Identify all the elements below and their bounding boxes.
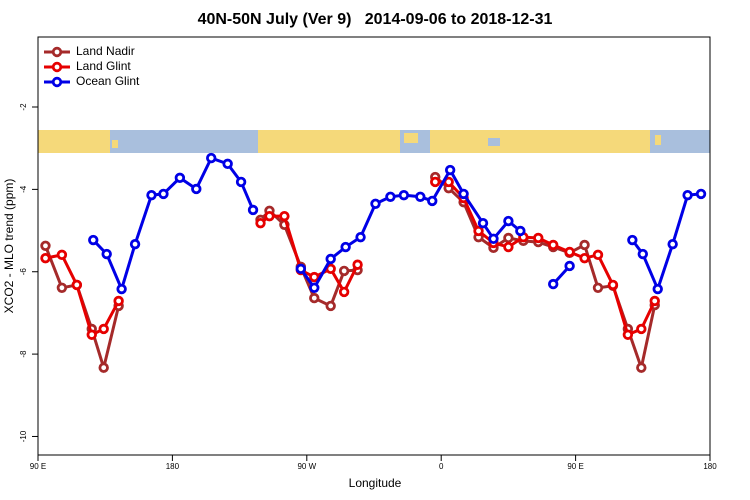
point <box>309 282 320 293</box>
x-tick-label: 0 <box>439 462 444 471</box>
point <box>503 232 514 244</box>
point <box>370 198 381 209</box>
point <box>637 248 648 260</box>
plot-frame <box>37 36 711 456</box>
point <box>101 248 112 260</box>
point <box>695 188 707 200</box>
point <box>340 241 351 253</box>
legend-marker <box>51 61 63 73</box>
point <box>338 265 350 277</box>
chart-title: 40N-50N July (Ver 9) 2014-09-06 to 2018-… <box>198 11 553 28</box>
point <box>98 323 109 335</box>
x-tick-label: 90 W <box>297 462 316 471</box>
point <box>458 188 469 200</box>
point <box>40 240 51 251</box>
point <box>355 231 366 243</box>
point <box>222 158 233 170</box>
point <box>309 271 320 283</box>
point <box>592 282 604 293</box>
point <box>325 300 336 312</box>
point <box>579 239 590 251</box>
legend-label: Ocean Glint <box>76 74 140 88</box>
point <box>191 183 202 195</box>
point <box>652 283 663 295</box>
point <box>533 232 544 244</box>
point <box>564 246 575 258</box>
point <box>88 234 99 246</box>
point <box>548 239 559 251</box>
point <box>415 191 426 202</box>
y-tick-label: -6 <box>19 268 28 276</box>
point <box>503 215 514 227</box>
legend-marker <box>51 46 63 58</box>
point <box>503 241 514 253</box>
point <box>146 189 157 201</box>
point <box>622 329 634 340</box>
point <box>352 259 363 270</box>
point <box>427 195 438 207</box>
point <box>174 172 186 184</box>
point <box>255 217 266 229</box>
point <box>548 278 559 290</box>
point <box>564 260 575 272</box>
point <box>592 249 604 261</box>
x-axis-label: Longitude <box>349 476 402 490</box>
point <box>636 323 647 335</box>
point <box>158 188 169 200</box>
point <box>56 249 68 261</box>
point <box>86 329 97 340</box>
point <box>206 152 217 164</box>
point <box>477 217 489 229</box>
x-tick-label: 180 <box>703 462 717 471</box>
point <box>309 292 320 304</box>
point <box>515 225 526 237</box>
y-tick-label: -8 <box>19 350 28 358</box>
legend-label: Land Glint <box>76 59 131 73</box>
x-tick-label: 90 E <box>567 462 583 471</box>
point <box>264 210 275 222</box>
point <box>444 164 456 176</box>
point <box>607 279 619 291</box>
point <box>682 189 693 201</box>
point <box>40 252 51 264</box>
point <box>113 295 124 307</box>
point <box>338 286 350 298</box>
point <box>116 283 127 295</box>
point <box>235 176 247 188</box>
point <box>385 191 396 202</box>
point <box>649 295 660 307</box>
point <box>325 253 336 265</box>
series-line <box>92 156 702 294</box>
y-axis-label: XCO2 - MLO trend (ppm) <box>2 179 16 314</box>
point <box>56 282 68 293</box>
legend-marker <box>51 76 63 88</box>
legend-label: Land Nadir <box>76 44 135 58</box>
x-tick-label: 180 <box>166 462 180 471</box>
point <box>98 362 109 373</box>
point <box>295 263 307 275</box>
point <box>279 210 290 222</box>
point <box>667 238 678 250</box>
point <box>488 233 499 244</box>
point <box>430 176 441 188</box>
point <box>473 225 484 237</box>
point <box>627 234 638 246</box>
series-line <box>45 180 657 337</box>
map-strip <box>38 130 710 153</box>
point <box>325 263 336 275</box>
x-tick-label: 90 E <box>30 462 46 471</box>
point <box>129 238 141 250</box>
point <box>579 252 590 264</box>
y-tick-label: -4 <box>19 185 28 193</box>
y-tick-label: -2 <box>19 103 28 111</box>
point <box>247 204 259 216</box>
point <box>71 279 83 291</box>
y-tick-label: -10 <box>19 430 28 442</box>
point <box>636 362 647 373</box>
point <box>398 189 410 201</box>
